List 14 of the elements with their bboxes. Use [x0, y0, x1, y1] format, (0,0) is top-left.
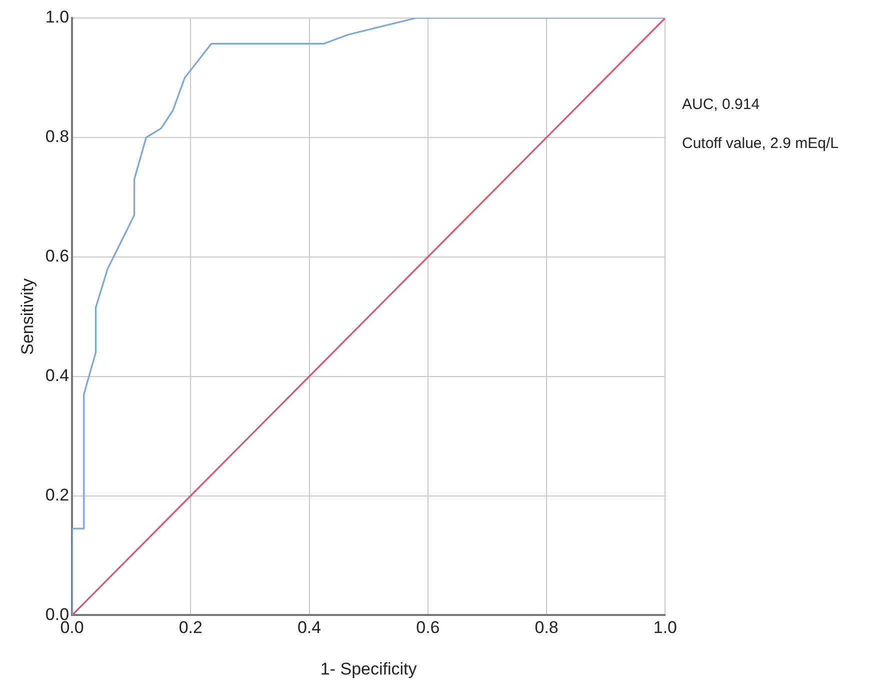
y-axis-title: Sensitivity [18, 278, 37, 355]
y-tick-label: 0.8 [45, 127, 70, 146]
y-tick-label: 0.2 [45, 485, 70, 504]
x-tick-label: 0.4 [297, 618, 322, 638]
y-tick-label: 0.4 [45, 366, 70, 386]
x-tick-label: 0.2 [178, 618, 202, 638]
y-tick-label: 1.0 [45, 8, 70, 27]
x-axis-title: 1- Specificity [320, 659, 418, 678]
x-tick-label: 0.6 [416, 618, 440, 638]
text: AUC, 0.914 [682, 96, 761, 113]
x-tick-label: 1.0 [653, 618, 678, 638]
x-tick-label: 0.8 [534, 618, 558, 638]
y-tick-label: 0.6 [45, 246, 70, 266]
text: Cutoff value, 2.9 mEq/L [682, 135, 838, 152]
